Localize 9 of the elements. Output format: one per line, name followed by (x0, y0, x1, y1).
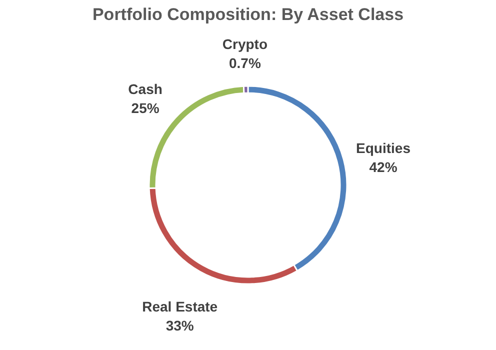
data-label: 42% (369, 158, 398, 175)
data-label: 0.7% (228, 55, 262, 72)
slice-label: Equities (356, 140, 411, 156)
slice-label: Real Estate (142, 298, 218, 314)
data-label: 25% (131, 100, 160, 116)
data-label: 33% (166, 317, 194, 334)
slice-label: Cash (128, 80, 162, 97)
slice-label: Crypto (222, 36, 268, 52)
chart-title: Portfolio Composition: By Asset Class (92, 5, 404, 24)
